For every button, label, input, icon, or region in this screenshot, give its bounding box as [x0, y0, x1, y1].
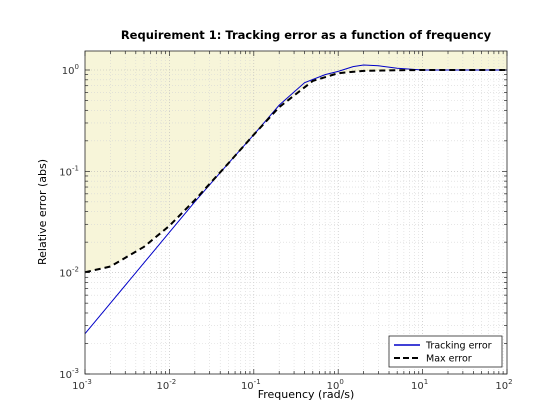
- x-tick-label: 10-3: [72, 378, 92, 392]
- plot-area: [84, 50, 508, 375]
- y-tick-label: 10-3: [59, 367, 79, 381]
- chart-title: Requirement 1: Tracking error as a funct…: [121, 28, 492, 42]
- grid-lines: [85, 51, 507, 374]
- y-tick-label: 10-1: [59, 164, 79, 178]
- x-tick-label: 10-1: [241, 378, 261, 392]
- x-tick-label: 102: [495, 378, 512, 392]
- x-tick-label: 10-2: [157, 378, 177, 392]
- x-tick-labels: 10-3 10-2 10-1 100 101 102: [72, 378, 512, 392]
- x-tick-label: 101: [411, 378, 428, 392]
- x-axis-label: Frequency (rad/s): [258, 388, 355, 401]
- legend-label-tracking-error: Tracking error: [425, 341, 492, 352]
- y-axis-label: Relative error (abs): [36, 159, 49, 265]
- legend-box: [388, 335, 503, 368]
- series-line-max-error: [84, 69, 507, 274]
- y-tick-label: 10-2: [59, 266, 79, 280]
- axes-frame: [84, 50, 508, 375]
- legend-label-max-error: Max error: [426, 354, 472, 365]
- y-tick-labels: 10-3 10-2 10-1 100: [59, 63, 79, 381]
- y-tick-label: 100: [62, 63, 79, 77]
- series-line-tracking-error: [84, 64, 507, 334]
- legend: Tracking error Max error: [388, 335, 503, 368]
- x-tick-label: 100: [327, 378, 344, 392]
- violation-region: [85, 51, 507, 273]
- axis-ticks: [84, 51, 508, 375]
